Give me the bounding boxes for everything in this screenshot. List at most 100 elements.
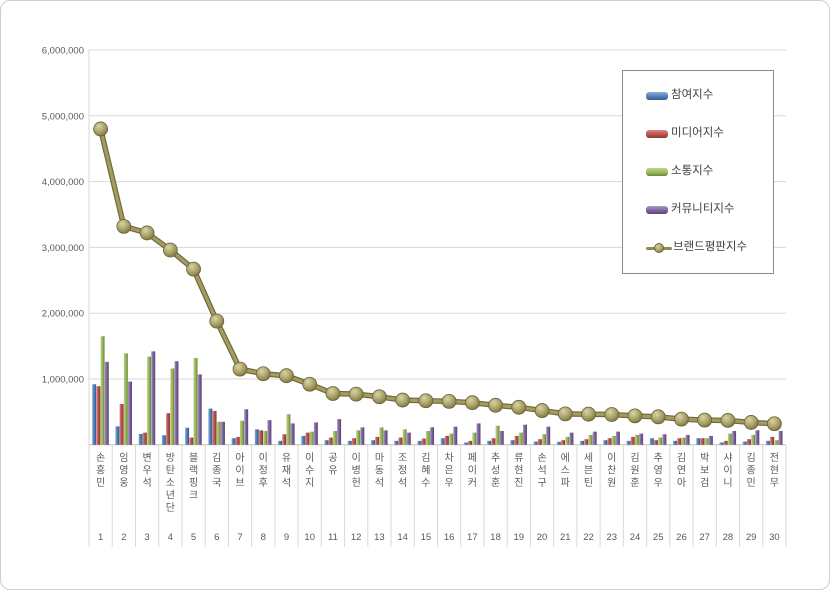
line-marker-10 [302, 376, 318, 392]
bar-참여지수-7 [231, 438, 236, 445]
bar-커뮤니티지수-27 [708, 435, 713, 445]
bar-커뮤니티지수-1 [104, 361, 109, 445]
x-axis-rank-label: 9 [284, 532, 289, 543]
bar-참여지수-25 [649, 438, 654, 445]
x-axis-rank-label: 25 [653, 532, 664, 543]
bar-커뮤니티지수-29 [755, 430, 760, 445]
bar-참여지수-14 [394, 440, 399, 445]
bar-미디어지수-29 [746, 439, 751, 445]
bar-미디어지수-20 [537, 439, 542, 445]
bar-커뮤니티지수-15 [430, 427, 435, 445]
x-axis-rank-label: 29 [746, 532, 757, 543]
bar-커뮤니티지수-9 [290, 423, 295, 445]
x-axis-rank-label: 19 [514, 532, 525, 543]
bar-미디어지수-9 [282, 434, 287, 445]
line-marker-23 [604, 407, 620, 422]
line-marker-21 [557, 406, 573, 422]
bar-커뮤니티지수-23 [615, 431, 620, 445]
line-marker-14 [395, 392, 411, 408]
legend-item-community: 커뮤니티지수 [646, 204, 769, 216]
x-axis-rank-label: 11 [328, 532, 338, 543]
y-axis-tick-label: 6,000,000 [42, 46, 84, 57]
bar-미디어지수-3 [142, 432, 147, 445]
line-marker-11 [325, 386, 341, 401]
bar-소통지수-27 [704, 438, 709, 445]
bar-소통지수-12 [356, 430, 361, 445]
line-marker-8 [255, 366, 271, 382]
bar-미디어지수-30 [770, 436, 775, 445]
bar-커뮤니티지수-19 [523, 424, 527, 445]
bar-미디어지수-19 [514, 435, 519, 445]
bar-소통지수-4 [170, 368, 175, 445]
bar-소통지수-6 [216, 421, 221, 445]
x-axis-rank-label: 21 [560, 532, 571, 543]
y-axis-tick-label: 2,000,000 [42, 309, 84, 320]
bar-커뮤니티지수-4 [174, 361, 179, 445]
bar-미디어지수-2 [119, 404, 124, 445]
x-axis-rank-label: 20 [537, 532, 548, 543]
line-marker-1 [93, 121, 109, 137]
bar-커뮤니티지수-10 [313, 422, 318, 445]
x-axis-rank-label: 23 [606, 532, 617, 543]
bar-커뮤니티지수-13 [383, 430, 388, 445]
bar-미디어지수-28 [723, 440, 728, 445]
bar-미디어지수-14 [398, 437, 403, 445]
bar-소통지수-22 [588, 434, 593, 445]
y-axis-tick-label: 1,000,000 [42, 375, 84, 386]
bar-커뮤니티지수-3 [151, 351, 156, 445]
bar-커뮤니티지수-25 [662, 434, 667, 445]
bar-커뮤니티지수-7 [244, 409, 249, 445]
bar-미디어지수-1 [96, 386, 101, 445]
bar-커뮤니티지수-16 [453, 426, 458, 445]
bar-참여지수-15 [417, 440, 422, 445]
bar-미디어지수-6 [212, 410, 217, 445]
x-axis-rank-label: 1 [98, 532, 103, 543]
line-marker-25 [650, 409, 666, 425]
bar-미디어지수-17 [468, 440, 473, 445]
bar-소통지수-2 [123, 353, 128, 445]
line-marker-9 [279, 368, 294, 384]
x-axis-rank-label: 18 [490, 532, 501, 543]
bar-커뮤니티지수-5 [197, 374, 202, 445]
x-axis-rank-label: 13 [374, 532, 385, 543]
bar-커뮤니티지수-28 [732, 430, 737, 445]
bar-커뮤니티지수-21 [569, 432, 574, 445]
bar-미디어지수-10 [305, 432, 310, 445]
bar-참여지수-9 [278, 440, 283, 445]
brand-reputation-line-marker-icon [646, 243, 672, 253]
x-axis-rank-label: 4 [168, 532, 173, 543]
bar-미디어지수-7 [235, 436, 240, 445]
bar-참여지수-22 [580, 440, 585, 445]
bar-미디어지수-12 [351, 438, 356, 445]
x-axis-rank-label: 28 [723, 532, 734, 543]
line-marker-6 [209, 313, 225, 329]
bar-참여지수-28 [719, 442, 724, 445]
bar-참여지수-30 [765, 440, 770, 445]
bar-참여지수-23 [603, 440, 608, 445]
bar-참여지수-1 [92, 384, 97, 445]
x-axis-rank-label: 26 [676, 532, 687, 543]
bar-미디어지수-4 [166, 413, 171, 445]
legend-label-community: 커뮤니티지수 [671, 203, 735, 216]
bar-소통지수-20 [542, 434, 546, 445]
participation-swatch-icon [646, 92, 668, 100]
bar-커뮤니티지수-17 [476, 423, 481, 445]
bar-소통지수-3 [147, 356, 152, 445]
bar-참여지수-27 [696, 438, 701, 445]
bar-소통지수-10 [309, 431, 314, 445]
y-axis-tick-label: 4,000,000 [42, 177, 84, 188]
line-marker-27 [697, 412, 713, 428]
bar-참여지수-24 [626, 440, 631, 445]
bar-참여지수-19 [510, 440, 515, 445]
bar-커뮤니티지수-18 [499, 430, 504, 445]
